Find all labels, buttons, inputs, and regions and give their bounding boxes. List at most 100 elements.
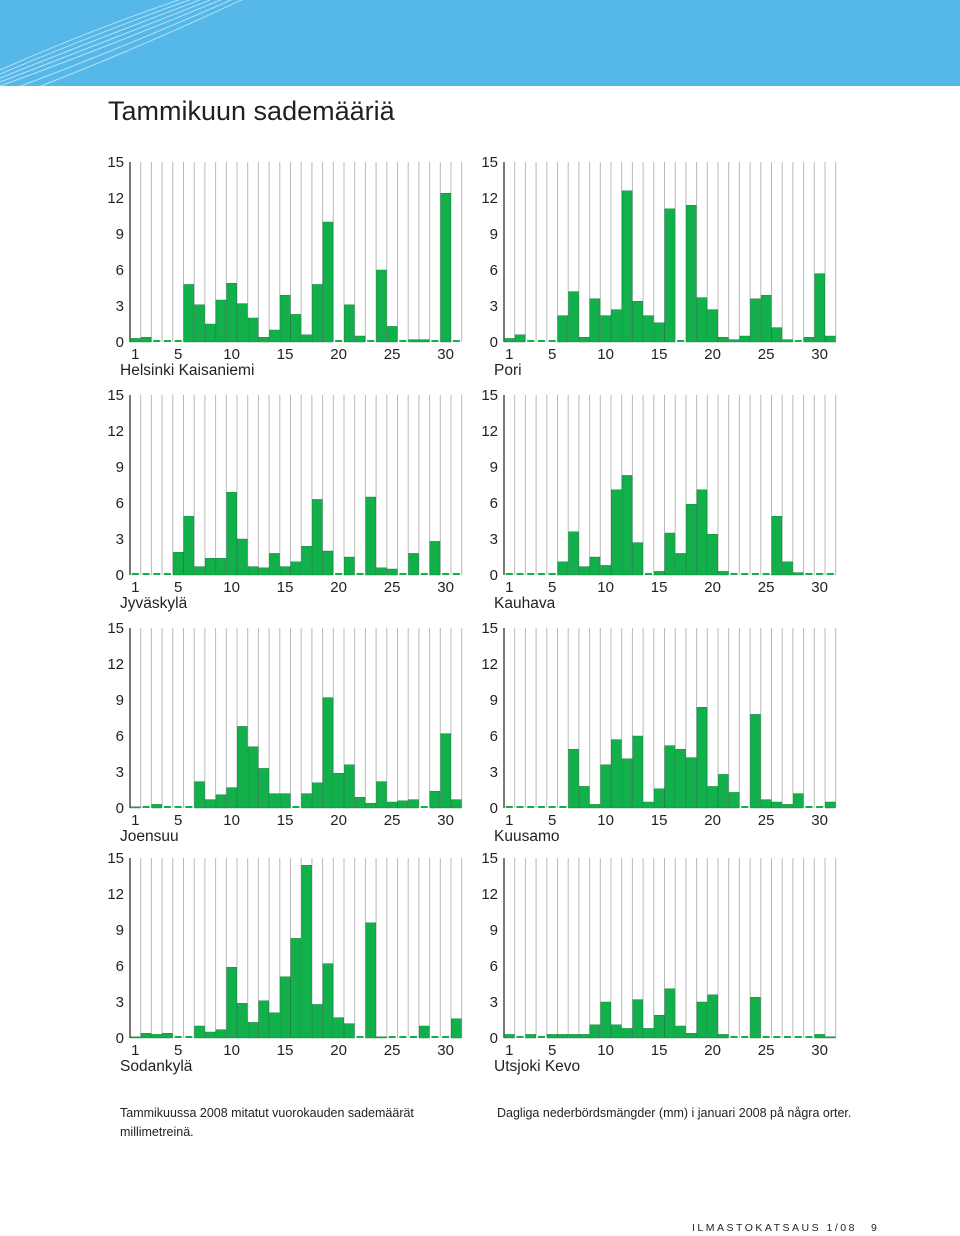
bar-day-21 xyxy=(718,774,729,809)
bar-day-30 xyxy=(814,273,825,343)
x-tick-label: 30 xyxy=(811,346,828,363)
x-tick-label: 15 xyxy=(651,1042,668,1059)
bar-day-22 xyxy=(728,792,740,809)
bar-day-27 xyxy=(782,804,793,809)
bar-day-8 xyxy=(204,799,216,809)
bar-day-7 xyxy=(194,304,205,343)
bar-day-29 xyxy=(429,790,441,809)
bar-day-27 xyxy=(408,799,419,809)
x-tick-label: 20 xyxy=(330,1042,347,1059)
bar-day-15 xyxy=(279,294,291,343)
x-tick-label: 30 xyxy=(437,346,454,363)
bar-day-6 xyxy=(183,515,195,576)
bar-day-20 xyxy=(707,309,718,343)
bars xyxy=(504,190,836,343)
bar-day-8 xyxy=(204,323,216,343)
bar-day-5 xyxy=(546,1034,558,1039)
bar-day-12 xyxy=(247,317,259,343)
bar-day-22 xyxy=(354,335,366,343)
bar-day-30 xyxy=(814,1034,825,1039)
bar-day-23 xyxy=(739,335,751,343)
y-tick-label: 9 xyxy=(490,922,498,939)
bar-day-14 xyxy=(643,801,654,809)
bar-day-13 xyxy=(258,567,269,576)
bar-day-13 xyxy=(632,542,643,576)
bar-day-23 xyxy=(365,802,377,809)
bars xyxy=(505,706,836,809)
bar-day-18 xyxy=(685,503,697,576)
y-tick-label: 9 xyxy=(116,226,124,243)
y-tick-label: 0 xyxy=(116,800,124,817)
y-tick-label: 15 xyxy=(107,620,124,637)
header-banner xyxy=(0,0,960,86)
bar-day-6 xyxy=(557,561,569,576)
bar-day-22 xyxy=(728,339,740,343)
x-tick-label: 5 xyxy=(548,1042,556,1059)
bar-day-16 xyxy=(664,208,676,343)
bar-day-3 xyxy=(151,1034,163,1039)
bar-day-11 xyxy=(611,309,622,343)
bar-day-18 xyxy=(685,205,697,343)
bar-day-28 xyxy=(419,339,430,343)
x-tick-label: 20 xyxy=(704,346,721,363)
y-tick-label: 3 xyxy=(490,531,498,548)
grid-lines xyxy=(503,395,837,575)
bar-day-6 xyxy=(183,284,195,343)
bar-day-13 xyxy=(258,336,269,343)
bar-day-16 xyxy=(290,938,302,1039)
x-tick-label: 1 xyxy=(131,579,139,596)
bar-day-23 xyxy=(365,496,377,576)
x-tick-label: 20 xyxy=(704,812,721,829)
y-tick-label: 12 xyxy=(107,423,124,440)
y-tick-label: 6 xyxy=(116,958,124,975)
x-tick-label: 25 xyxy=(384,346,401,363)
bar-day-18 xyxy=(685,757,697,809)
bar-day-26 xyxy=(771,515,783,576)
bar-day-8 xyxy=(578,336,590,343)
bar-day-27 xyxy=(782,339,793,343)
y-tick-label: 15 xyxy=(107,850,124,867)
bar-day-14 xyxy=(643,1028,654,1039)
bar-day-2 xyxy=(140,336,152,343)
grid-lines xyxy=(503,162,837,342)
x-tick-label: 30 xyxy=(437,579,454,596)
bar-day-12 xyxy=(621,758,633,809)
bar-day-1 xyxy=(130,338,141,343)
y-tick-label: 12 xyxy=(107,190,124,207)
bar-day-9 xyxy=(215,1029,227,1039)
bar-day-15 xyxy=(653,1014,665,1039)
x-tick-label: 10 xyxy=(597,812,614,829)
x-tick-label: 15 xyxy=(277,1042,294,1059)
bar-day-10 xyxy=(226,966,237,1039)
y-tick-label: 3 xyxy=(490,298,498,315)
bar-day-6 xyxy=(557,315,569,343)
station-label: Sodankylä xyxy=(120,1058,193,1075)
y-tick-label: 6 xyxy=(116,728,124,745)
bar-day-10 xyxy=(600,315,611,343)
bar-day-15 xyxy=(653,788,665,809)
y-tick-label: 12 xyxy=(107,886,124,903)
bar-day-4 xyxy=(162,1032,173,1039)
grid-lines xyxy=(503,858,837,1038)
bar-day-26 xyxy=(397,800,409,809)
bar-day-7 xyxy=(568,1034,579,1039)
station-label: Kuusamo xyxy=(494,828,559,845)
bar-day-2 xyxy=(140,1032,152,1039)
bar-day-7 xyxy=(568,748,579,809)
x-tick-label: 15 xyxy=(651,812,668,829)
y-tick-label: 3 xyxy=(490,764,498,781)
y-tick-label: 9 xyxy=(116,922,124,939)
bar-day-3 xyxy=(151,804,163,809)
bar-day-21 xyxy=(344,304,355,343)
bar-day-8 xyxy=(578,566,590,576)
bar-day-14 xyxy=(269,329,280,343)
bar-day-14 xyxy=(269,793,280,809)
y-tick-label: 6 xyxy=(116,262,124,279)
caption-finnish: Tammikuussa 2008 mitatut vuorokauden sad… xyxy=(120,1106,414,1139)
bar-day-12 xyxy=(247,566,259,576)
